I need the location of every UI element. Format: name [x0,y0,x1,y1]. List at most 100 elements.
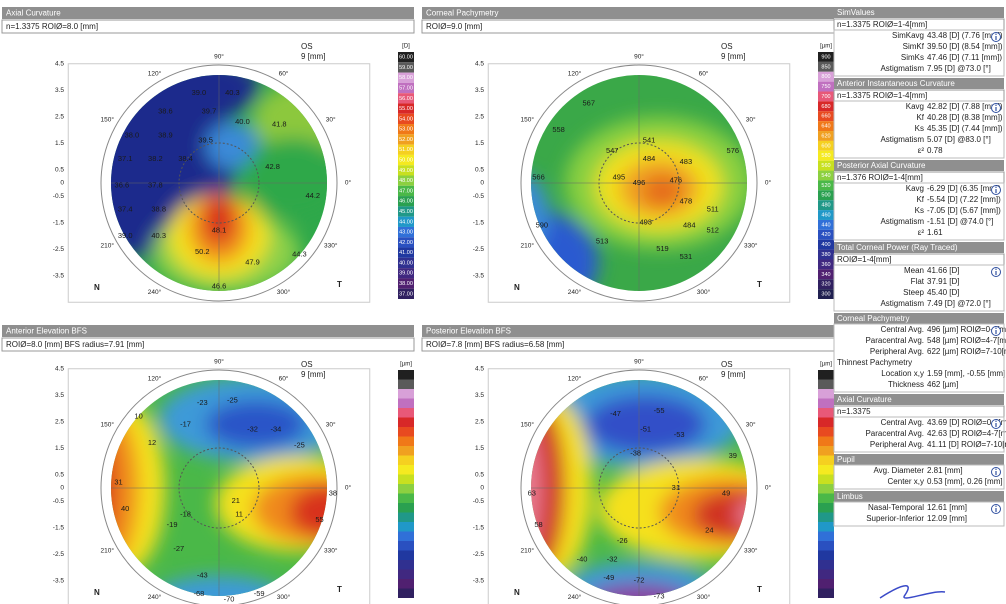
zone-label: 9 [mm] [721,370,745,379]
eye-label: OS [301,42,313,51]
scale-cell [398,465,414,475]
scale-cell [398,589,414,599]
scale-unit: [µm] [400,362,412,368]
map-value: 39.5 [198,136,213,145]
map-value: 483 [680,157,693,166]
scale-label: 57.00 [399,85,413,91]
scale-cell [398,570,414,580]
panel-header [2,7,414,19]
section-subtitle: n=1.3375 ROIØ=1-4[mm] [837,20,927,29]
scale-cell [398,475,414,485]
angle-label: 300° [277,288,291,296]
map-value: 36.6 [115,181,130,190]
info-button[interactable] [992,505,1001,514]
scale-label: 300 [821,292,830,298]
panel-subtitle: ROIØ=7.8 [mm] BFS radius=6.58 [mm] [426,340,564,349]
map-value: 41.8 [272,120,287,129]
scale-label: 58.00 [399,75,413,81]
map-value: 590 [536,220,549,229]
scale-cell [398,370,414,380]
scale-label: 460 [821,212,830,218]
zone-label: 9 [mm] [301,370,325,379]
map-value: -32 [247,425,258,434]
y-tick-label: -0.5 [53,193,65,200]
info-button[interactable] [992,420,1001,429]
scale-cell [818,427,834,437]
scale-label: 48.00 [399,178,413,184]
map-value: -17 [180,419,191,428]
y-tick-label: 3.5 [55,392,64,399]
angle-label: 30° [746,116,756,124]
map-value: 38.0 [125,130,140,139]
map-value: -32 [607,555,618,564]
scale-cell [818,494,834,504]
angle-label: 90° [214,358,224,366]
y-tick-label: 4.5 [55,60,64,67]
y-tick-label: 0.5 [475,166,484,173]
map-value: 541 [643,136,656,145]
row-value: 1.61 [927,228,943,237]
section-subtitle: n=1.3375 ROIØ=1-4[mm] [837,91,927,100]
scale-cell [818,399,834,409]
angle-label: 30° [326,116,336,124]
scale-unit: [µm] [820,362,832,368]
map-value: 24 [705,525,713,534]
map-value: -38 [630,449,641,458]
row-label: Astigmatism [880,64,924,73]
row-value: 47.46 [D] (7.11 [mm]) [927,53,1002,62]
angle-label: 240° [568,288,582,296]
y-tick-label: 4.5 [55,365,64,372]
scale-cell [398,532,414,542]
scale-cell [818,465,834,475]
angle-label: 150° [521,116,535,124]
row-label: Astigmatism [880,135,924,144]
row-label: Ks [915,124,924,133]
row-value: 41.66 [D] [927,266,959,275]
row-label: Superior-Inferior [866,514,924,523]
row-label: Flat [911,277,925,286]
info-button[interactable] [992,468,1001,477]
info-icon-dot [995,328,996,329]
scale-label: 47.00 [399,188,413,194]
row-label: Avg. Diameter [873,466,924,475]
scale-cell [818,418,834,428]
scale-cell [398,484,414,494]
row-value: 40.28 [D] (8.38 [mm]) [927,113,1003,122]
info-button[interactable] [992,104,1001,113]
y-tick-label: -0.5 [473,498,485,505]
scale-label: 45.00 [399,209,413,215]
scale-label: 620 [821,133,830,139]
info-button[interactable] [992,268,1001,277]
map-value: -25 [227,396,238,405]
map-value: 39.0 [192,88,207,97]
scale-cell [398,399,414,409]
temporal-label: T [337,280,342,289]
map-value: 12 [148,438,156,447]
y-tick-label: -1.5 [473,219,485,226]
angle-label: 0° [765,179,772,187]
scale-label: 900 [821,54,830,60]
scale-cell [398,513,414,523]
scale-cell [818,370,834,380]
scale-unit: [µm] [820,44,832,50]
info-icon-dot [995,469,996,470]
row-label: Astigmatism [880,299,924,308]
scale-label: 580 [821,153,830,159]
map-value: 39 [729,451,737,460]
map-value: 484 [643,154,656,163]
info-button[interactable] [992,33,1001,42]
angle-label: 210° [101,547,115,555]
angle-label: 210° [521,547,535,555]
map-value: -59 [254,589,265,598]
row-value: 0.78 [927,146,943,155]
map-value: -53 [674,430,685,439]
angle-label: 240° [148,593,162,601]
info-button[interactable] [992,327,1001,336]
angle-label: 120° [568,70,582,78]
info-button[interactable] [992,186,1001,195]
scale-label: 44.00 [399,219,413,225]
scale-cell [398,579,414,589]
row-label: Kavg [906,184,924,193]
scale-cell [398,494,414,504]
nasal-label: N [94,588,100,597]
